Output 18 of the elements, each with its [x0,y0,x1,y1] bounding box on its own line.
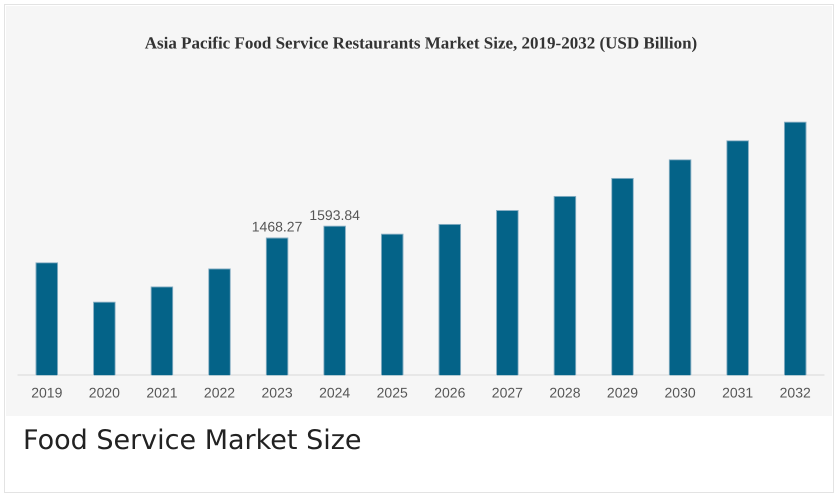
text: Food Service Market Size [23,425,362,456]
x-tick-label: 2029 [606,384,638,400]
x-tick-label: 2032 [780,384,811,400]
x-tick-label: 2019 [31,384,63,400]
chart-title: Asia Pacific Food Service Restaurants Market Size, 2019-2032 (USD Billion) [144,34,698,53]
x-tick-label: 2030 [664,384,696,400]
x-tick-label: 2020 [88,384,120,400]
x-tick-label: 2025 [376,384,408,400]
x-tick-label: 2028 [549,384,581,400]
data-label: 1468.27 [252,218,303,235]
x-tick-label: 2022 [204,384,236,400]
x-tick-label: 2026 [434,384,466,400]
x-tick-label: 2031 [722,384,754,400]
x-tick-label: 2027 [492,384,524,400]
x-tick-label: 2023 [261,384,293,400]
data-label: 1593.84 [309,206,360,223]
x-tick-label: 2021 [146,384,178,400]
x-tick-label: 2024 [319,384,350,400]
